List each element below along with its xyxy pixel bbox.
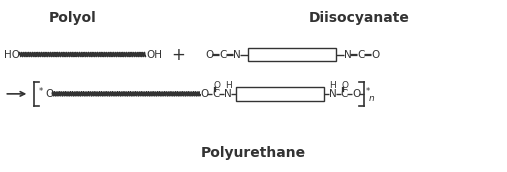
Text: O: O: [45, 89, 53, 99]
Text: C: C: [219, 50, 227, 60]
Text: C: C: [341, 89, 348, 99]
Text: N: N: [344, 50, 351, 60]
Text: C: C: [357, 50, 365, 60]
Text: HO: HO: [5, 50, 20, 60]
Text: H: H: [330, 80, 336, 89]
Text: O: O: [352, 89, 360, 99]
Bar: [236, 87, 323, 101]
Text: O: O: [205, 50, 213, 60]
Text: O: O: [371, 50, 380, 60]
Text: n: n: [369, 94, 374, 103]
Text: N: N: [329, 89, 336, 99]
Text: O: O: [213, 80, 220, 89]
Text: H: H: [225, 80, 232, 89]
Text: N: N: [224, 89, 232, 99]
Text: *: *: [39, 87, 44, 96]
Text: O: O: [342, 80, 348, 89]
Text: Polyurethane: Polyurethane: [200, 146, 306, 160]
Text: OH: OH: [147, 50, 163, 60]
Text: +: +: [171, 46, 186, 63]
Text: N: N: [233, 50, 241, 60]
Bar: [248, 48, 336, 61]
Text: O: O: [200, 89, 208, 99]
Text: Diisocyanate: Diisocyanate: [309, 11, 410, 25]
Text: Polyol: Polyol: [49, 11, 97, 25]
Text: *: *: [366, 87, 370, 96]
Text: C: C: [212, 89, 220, 99]
